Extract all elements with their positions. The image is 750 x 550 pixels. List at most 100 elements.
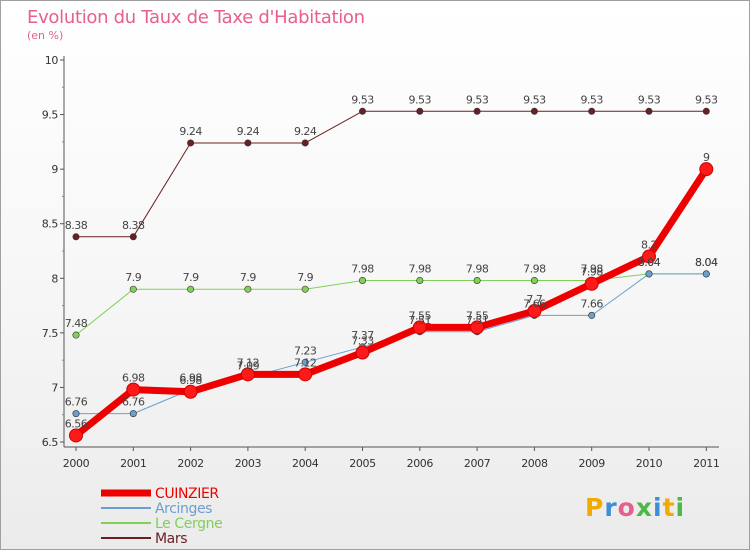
data-point-cuinzier: [584, 276, 599, 291]
y-tick-label: 10: [45, 54, 59, 67]
data-label-cuinzier: 8.2: [641, 238, 657, 251]
data-point-mars: [244, 139, 252, 147]
data-label-arcinges: 7.51: [466, 314, 489, 327]
data-point-arcinges: [588, 311, 596, 319]
chart-subtitle: (en %): [27, 29, 64, 42]
data-point-cuinzier: [69, 428, 83, 443]
x-tick-label: 2003: [235, 457, 262, 470]
data-point-le-cergne: [129, 285, 137, 293]
data-label-cuinzier: 6.56: [65, 417, 88, 430]
logo-letter: t: [662, 493, 676, 522]
data-label-arcinges: 7.09: [237, 360, 260, 373]
legend-label-le-cergne: Le Cergne: [155, 516, 222, 532]
data-label-mars: 9.53: [580, 93, 603, 106]
data-point-mars: [129, 233, 137, 241]
data-label-arcinges: 7.66: [523, 297, 546, 310]
data-label-arcinges: 7.51: [409, 314, 432, 327]
y-tick-label: 8.5: [42, 218, 59, 231]
data-point-arcinges: [645, 270, 653, 278]
logo-letter: P: [585, 493, 605, 522]
data-label-cuinzier: 7.12: [294, 356, 317, 369]
data-point-mars: [588, 107, 596, 115]
data-point-mars: [702, 107, 710, 115]
data-label-le-cergne: 7.98: [523, 262, 546, 275]
legend-label-arcinges: Arcinges: [155, 501, 212, 517]
data-label-mars: 9.53: [523, 93, 546, 106]
series-line-le-cergne: [75, 273, 707, 336]
data-point-cuinzier: [355, 345, 370, 360]
data-label-le-cergne: 7.98: [351, 262, 374, 275]
x-tick-label: 2004: [292, 457, 319, 470]
data-label-cuinzier: 7.12: [237, 356, 260, 369]
data-point-cuinzier: [699, 162, 714, 177]
data-point-le-cergne: [530, 276, 538, 284]
data-point-mars: [358, 107, 366, 115]
logo-letter: x: [635, 493, 653, 522]
data-point-le-cergne: [187, 285, 195, 293]
y-tick-label: 9: [51, 163, 58, 176]
data-point-cuinzier: [126, 382, 141, 397]
series-line-mars: [75, 110, 707, 238]
logo-letter: r: [604, 493, 618, 522]
data-point-mars: [473, 107, 481, 115]
data-label-mars: 9.24: [294, 125, 317, 138]
logo-letter: o: [617, 493, 636, 522]
y-tick-label: 8: [51, 272, 58, 285]
data-label-arcinges: 7.23: [294, 344, 317, 357]
data-label-cuinzier: 6.98: [179, 374, 202, 387]
data-label-arcinges: 6.76: [122, 396, 145, 409]
data-point-le-cergne: [301, 285, 309, 293]
y-tick-label: 6.5: [42, 436, 59, 449]
data-label-arcinges: 8.04: [638, 256, 661, 269]
data-label-mars: 9.24: [237, 125, 260, 138]
data-label-mars: 9.53: [351, 93, 374, 106]
data-point-cuinzier: [412, 320, 427, 335]
data-label-mars: 8.38: [122, 219, 145, 232]
data-label-cuinzier: 7.98: [580, 266, 603, 279]
data-label-arcinges: 7.37: [351, 329, 374, 342]
legend-label-mars: Mars: [155, 531, 187, 547]
logo-letter: i: [675, 493, 686, 522]
x-tick-label: 2009: [578, 457, 605, 470]
data-point-mars: [416, 107, 424, 115]
x-tick-label: 2006: [407, 457, 434, 470]
y-tick-label: 9.5: [42, 109, 59, 122]
data-point-le-cergne: [473, 276, 481, 284]
data-label-cuinzier: 7.55: [409, 309, 432, 322]
data-point-arcinges: [301, 358, 309, 366]
data-label-mars: 9.53: [638, 93, 661, 106]
data-point-cuinzier: [240, 367, 255, 382]
data-point-arcinges: [129, 410, 137, 418]
legend-label-cuinzier: CUINZIER: [155, 486, 219, 502]
data-label-mars: 9.53: [695, 93, 718, 106]
data-point-arcinges: [702, 270, 710, 278]
data-label-le-cergne: 7.98: [466, 262, 489, 275]
y-tick-label: 7: [51, 381, 58, 394]
x-tick-label: 2010: [636, 457, 663, 470]
x-tick-label: 2000: [63, 457, 90, 470]
data-point-mars: [530, 107, 538, 115]
data-label-cuinzier: 6.98: [122, 372, 145, 385]
x-tick-label: 2001: [120, 457, 146, 470]
x-tick-label: 2011: [693, 457, 719, 470]
data-label-cuinzier: 7.55: [466, 309, 489, 322]
data-label-arcinges: 6.98: [179, 372, 202, 385]
x-tick-label: 2007: [464, 457, 491, 470]
data-label-cuinzier: 9: [703, 151, 710, 164]
data-label-arcinges: 7.66: [580, 297, 603, 310]
logo-letter: i: [653, 493, 663, 522]
data-label-arcinges: 6.76: [65, 396, 88, 409]
data-label-cuinzier: 7.33: [351, 335, 374, 348]
data-label-mars: 9.53: [466, 93, 489, 106]
data-label-le-cergne: 7.98: [580, 262, 603, 275]
x-tick-label: 2002: [177, 457, 203, 470]
data-point-cuinzier: [527, 304, 542, 319]
data-label-cuinzier: 7.7: [526, 293, 542, 306]
data-label-le-cergne: 7.9: [183, 271, 199, 284]
data-label-le-cergne: 8.04: [695, 256, 718, 269]
data-point-le-cergne: [358, 276, 366, 284]
data-label-le-cergne: 7.9: [240, 271, 256, 284]
data-label-le-cergne: 7.98: [409, 262, 432, 275]
